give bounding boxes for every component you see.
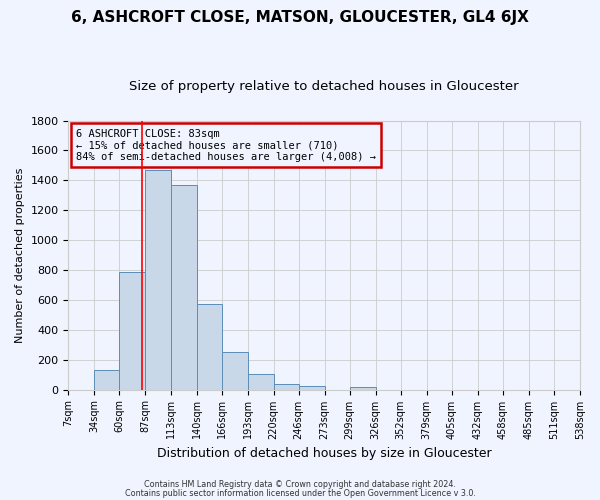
Bar <box>350 388 376 390</box>
Title: Size of property relative to detached houses in Gloucester: Size of property relative to detached ho… <box>130 80 519 93</box>
Bar <box>248 374 274 390</box>
Bar <box>221 352 248 390</box>
Bar <box>94 370 119 390</box>
Text: Contains public sector information licensed under the Open Government Licence v : Contains public sector information licen… <box>125 488 475 498</box>
X-axis label: Distribution of detached houses by size in Gloucester: Distribution of detached houses by size … <box>157 447 491 460</box>
Bar <box>299 386 325 390</box>
Bar <box>145 170 170 390</box>
Text: 6, ASHCROFT CLOSE, MATSON, GLOUCESTER, GL4 6JX: 6, ASHCROFT CLOSE, MATSON, GLOUCESTER, G… <box>71 10 529 25</box>
Bar <box>170 185 197 390</box>
Text: 6 ASHCROFT CLOSE: 83sqm
← 15% of detached houses are smaller (710)
84% of semi-d: 6 ASHCROFT CLOSE: 83sqm ← 15% of detache… <box>76 128 376 162</box>
Y-axis label: Number of detached properties: Number of detached properties <box>15 168 25 343</box>
Bar <box>197 304 221 390</box>
Text: Contains HM Land Registry data © Crown copyright and database right 2024.: Contains HM Land Registry data © Crown c… <box>144 480 456 489</box>
Bar <box>119 272 145 390</box>
Bar <box>274 384 299 390</box>
